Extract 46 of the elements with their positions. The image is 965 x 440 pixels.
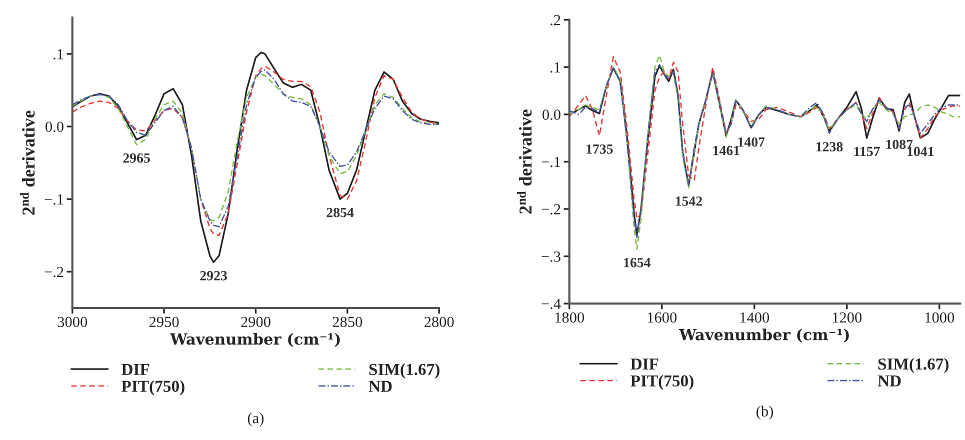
x-axis-title: Wavenumber (cm⁻¹) xyxy=(679,328,849,343)
y-tick-label: −.1 xyxy=(44,194,64,205)
legend-label: DIF xyxy=(122,364,150,375)
x-tick-label: 1600 xyxy=(648,312,677,323)
y-tick-label: −.3 xyxy=(542,251,560,262)
y-axis-title: 2$^{nd}$ derivative xyxy=(516,110,532,214)
x-tick-label: 1200 xyxy=(832,312,862,323)
y-tick-label: −.1 xyxy=(542,156,560,168)
x-axis-title: Wavenumber (cm⁻¹) xyxy=(170,332,340,347)
x-tick-label: 2900 xyxy=(241,316,270,328)
x-tick-label: 1000 xyxy=(925,312,954,323)
x-tick-label: 1400 xyxy=(740,312,770,323)
legend-label: SIM(1.67) xyxy=(878,358,949,374)
x-tick-label: 3000 xyxy=(58,316,88,328)
legend-label: PIT(750) xyxy=(630,374,694,390)
y-tick-label: 0.0 xyxy=(46,122,64,132)
annotation: 1654 xyxy=(624,258,651,268)
annotation: 1461 xyxy=(713,146,740,156)
annotation: 1735 xyxy=(586,144,613,154)
y-tick-label: .2 xyxy=(550,14,560,26)
annotation: 1542 xyxy=(676,196,702,206)
y-tick-label: −.2 xyxy=(542,204,560,215)
text: (a) xyxy=(248,412,264,426)
legend-label: DIF xyxy=(630,358,658,370)
y-tick-label: 0.0 xyxy=(542,110,560,120)
text: (b) xyxy=(756,406,773,420)
x-tick-label: 2850 xyxy=(332,316,362,328)
annotation: 2854 xyxy=(326,208,354,218)
x-tick-label: 2800 xyxy=(424,316,454,328)
legend-label: SIM(1.67) xyxy=(369,363,440,378)
y-tick-label: .1 xyxy=(54,49,64,60)
legend-label: ND xyxy=(878,375,901,386)
line-series xyxy=(72,52,440,264)
annotation: 2923 xyxy=(200,271,227,280)
legend-label: ND xyxy=(368,380,392,392)
x-tick-label: 1800 xyxy=(555,312,584,323)
annotation: 1238 xyxy=(816,142,843,152)
y-tick-label: −.2 xyxy=(44,266,64,278)
x-tick-label: 2950 xyxy=(149,316,179,328)
annotation: 1157 xyxy=(854,146,880,156)
annotation: 2965 xyxy=(123,153,150,163)
y-tick-label: −.4 xyxy=(542,298,561,310)
annotation: 1407 xyxy=(738,137,765,147)
y-axis-title: 2$^{nd}$ derivative xyxy=(20,110,35,215)
legend-label: PIT(750) xyxy=(122,380,184,396)
y-tick-label: .1 xyxy=(550,62,560,73)
